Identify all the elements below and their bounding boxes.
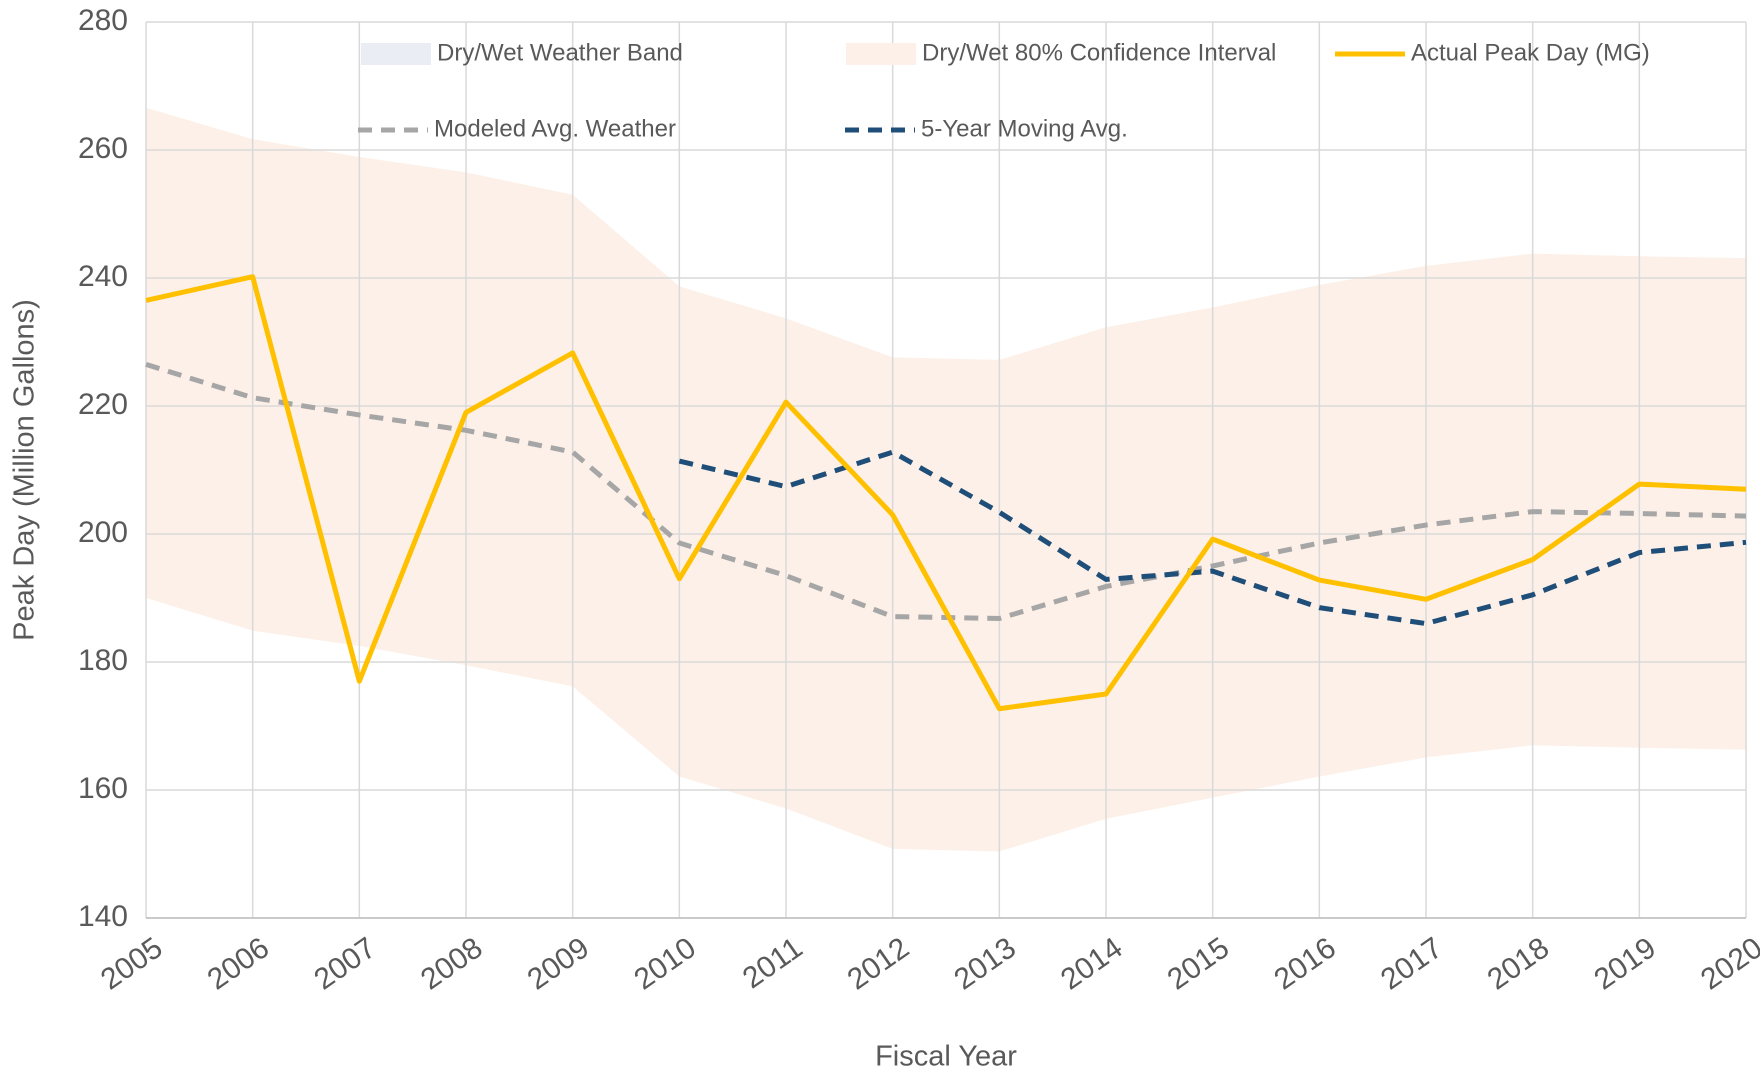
x-tick-label: 2006 [202, 931, 276, 996]
y-axis-title: Peak Day (Million Gallons) [9, 299, 41, 641]
lines [145, 274, 1747, 712]
grid [145, 21, 1747, 919]
x-tick-label: 2020 [1695, 931, 1760, 996]
x-tick-label: 2009 [522, 931, 596, 996]
legend-label: Modeled Avg. Weather [434, 115, 676, 142]
x-axis-title: Fiscal Year [875, 1041, 1017, 1073]
legend-swatch [361, 43, 431, 65]
y-tick-label: 240 [78, 260, 128, 293]
legend-item: 5-Year Moving Avg. [845, 115, 1128, 142]
x-tick-label: 2011 [737, 931, 809, 995]
legend-label: Dry/Wet 80% Confidence Interval [922, 39, 1276, 66]
y-tick-label: 180 [78, 644, 128, 677]
legend-label: Dry/Wet Weather Band [437, 39, 683, 66]
legend-label: 5-Year Moving Avg. [921, 115, 1128, 142]
series-line [145, 362, 1747, 621]
x-tick-label: 2013 [948, 931, 1022, 996]
x-tick-label: 2005 [95, 931, 169, 996]
x-tick-label: 2014 [1055, 931, 1129, 996]
x-tick-label: 2010 [628, 931, 702, 996]
legend-item: Actual Peak Day (MG) [1335, 39, 1650, 66]
y-tick-label: 220 [78, 388, 128, 421]
y-tick-label: 280 [78, 4, 128, 37]
y-tick-label: 200 [78, 516, 128, 549]
x-tick-label: 2019 [1588, 931, 1662, 996]
x-tick-label: 2007 [308, 931, 382, 996]
series-line [145, 274, 1747, 712]
x-tick-label: 2008 [415, 931, 489, 996]
x-tick-label: 2017 [1375, 931, 1449, 996]
legend-item: Dry/Wet 80% Confidence Interval [846, 39, 1276, 66]
series-line [678, 449, 1747, 627]
legend-swatch [846, 43, 916, 65]
y-tick-label: 160 [78, 772, 128, 805]
legend-label: Actual Peak Day (MG) [1411, 39, 1650, 66]
x-tick-label: 2015 [1162, 931, 1236, 996]
legend-item: Modeled Avg. Weather [358, 115, 676, 142]
x-tick-label: 2016 [1268, 931, 1342, 996]
x-tick-label: 2018 [1482, 931, 1556, 996]
x-tick-label: 2012 [842, 931, 916, 996]
legend-item: Dry/Wet Weather Band [361, 39, 683, 66]
y-tick-label: 140 [78, 900, 128, 933]
y-tick-label: 260 [78, 132, 128, 165]
